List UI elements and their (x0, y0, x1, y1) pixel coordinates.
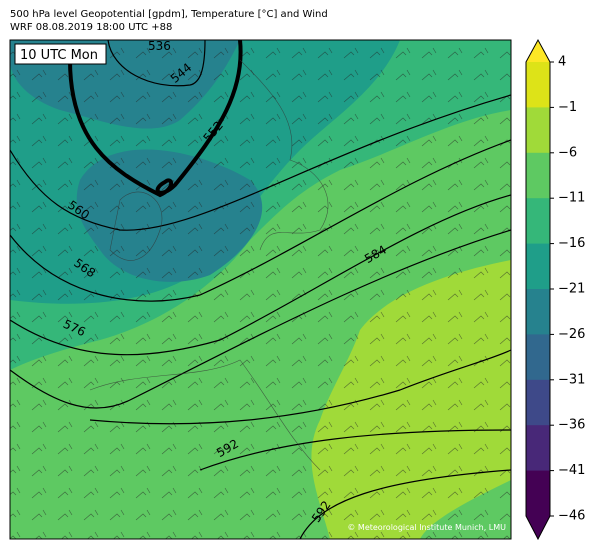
map (10, 40, 511, 539)
colorbar-tick-label: −6 (558, 145, 577, 160)
colorbar-band (526, 62, 550, 108)
map-frame (9, 39, 512, 540)
colorbar-band (526, 289, 550, 335)
colorbar-tick-label: 4 (558, 55, 566, 70)
colorbar-tick-label: −26 (558, 327, 585, 342)
colorbar-band (526, 152, 550, 199)
colorbar-tick-label: −41 (558, 463, 585, 478)
colorbar-band (526, 470, 550, 517)
colorbar-tick-label: −1 (558, 100, 577, 115)
colorbar-tick-label: −21 (558, 282, 585, 297)
colorbar-band (526, 425, 550, 472)
time-label: 10 UTC Mon (20, 48, 98, 63)
colorbar-extend-bottom (526, 516, 550, 539)
colorbar-band (526, 243, 550, 290)
coastlines (89, 59, 329, 471)
subtitle: WRF 08.08.2019 18:00 UTC +88 (10, 22, 172, 33)
colorbar-tick-label: −36 (558, 418, 585, 433)
colorbar-extend-top (526, 40, 550, 62)
colorbar-band (526, 107, 550, 154)
colorbar-band (526, 379, 550, 426)
colorbar-tick-label: −16 (558, 236, 585, 251)
colorbar-tick-label: −46 (558, 509, 585, 524)
time-label-box (14, 43, 107, 65)
colorbar-band (526, 334, 550, 381)
contours (10, 40, 511, 539)
title: 500 hPa level Geopotential [gpdm], Tempe… (10, 9, 328, 20)
credit: © Meteorological Institute Munich, LMU (347, 523, 506, 532)
colorbar-tick-label: −11 (558, 191, 585, 206)
colorbar: 4 −1 −6 −11 −16 −21 −26 −31 −36 −41 −46 (525, 38, 585, 541)
colorbar-tick-label: −31 (558, 372, 585, 387)
colorbar-band (526, 198, 550, 245)
contour-label: 536 (148, 39, 171, 53)
wind-barbs (10, 40, 511, 539)
